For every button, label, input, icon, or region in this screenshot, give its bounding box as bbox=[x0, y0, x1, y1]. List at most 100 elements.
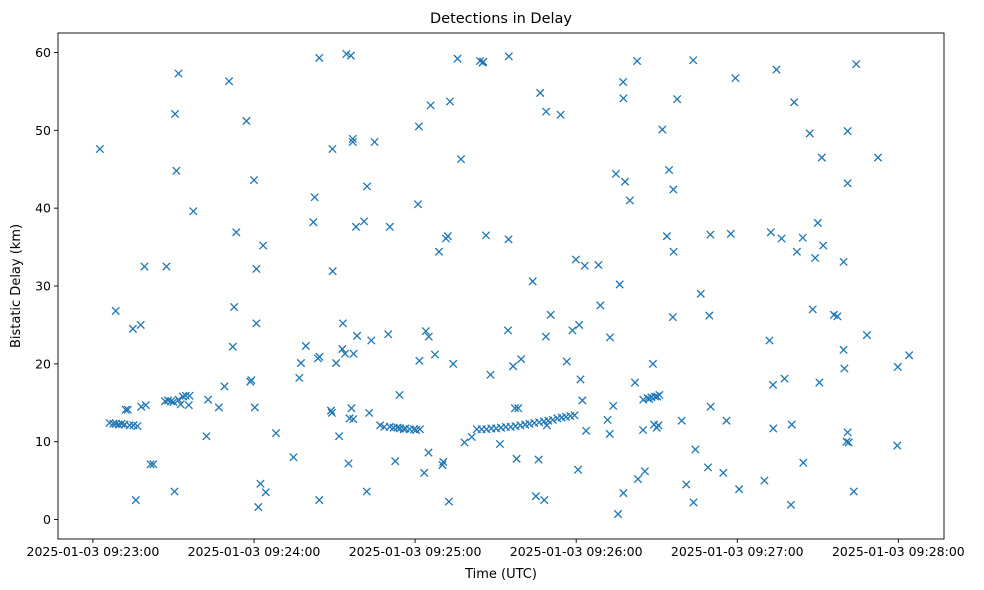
x-axis-ticks: 2025-01-03 09:23:00 2025-01-03 09:24:00 20… bbox=[27, 539, 965, 559]
data-point bbox=[338, 319, 348, 328]
data-point bbox=[581, 426, 591, 435]
data-point bbox=[271, 428, 281, 438]
data-point bbox=[141, 400, 150, 410]
data-point bbox=[421, 326, 430, 336]
data-point bbox=[625, 196, 635, 205]
data-point bbox=[772, 65, 781, 74]
data-point bbox=[327, 408, 337, 418]
data-point bbox=[839, 257, 848, 267]
data-point bbox=[456, 154, 466, 164]
data-point bbox=[391, 456, 400, 466]
data-point bbox=[252, 319, 261, 328]
data-point bbox=[813, 218, 822, 228]
y-tick-label: 60 bbox=[35, 45, 51, 60]
data-point bbox=[178, 392, 188, 401]
data-point bbox=[295, 373, 304, 383]
data-point bbox=[840, 364, 849, 373]
data-point bbox=[481, 231, 491, 240]
data-point bbox=[220, 382, 229, 391]
data-point bbox=[162, 262, 171, 271]
data-point bbox=[438, 460, 447, 470]
y-tick-label: 20 bbox=[35, 356, 51, 371]
data-point bbox=[726, 229, 735, 239]
data-point bbox=[662, 232, 672, 241]
data-point bbox=[367, 336, 376, 345]
data-point bbox=[799, 458, 808, 467]
data-point bbox=[111, 306, 120, 316]
y-axis-label: Bistatic Delay (km) bbox=[9, 224, 24, 348]
data-point bbox=[722, 416, 731, 425]
data-point bbox=[528, 277, 537, 286]
data-point bbox=[296, 358, 306, 368]
data-point bbox=[254, 502, 263, 512]
data-point bbox=[163, 396, 173, 405]
x-tick-label: 2025-01-03 09:24:00 bbox=[188, 544, 321, 559]
data-point bbox=[619, 488, 628, 498]
data-point bbox=[843, 428, 852, 437]
data-point bbox=[301, 341, 310, 351]
data-point bbox=[849, 487, 858, 496]
data-point bbox=[486, 370, 495, 379]
data-point bbox=[149, 460, 158, 469]
data-point bbox=[146, 460, 155, 469]
data-point bbox=[540, 495, 549, 505]
data-point bbox=[444, 497, 454, 506]
data-point bbox=[174, 69, 183, 78]
data-point bbox=[765, 336, 774, 345]
data-point bbox=[689, 498, 698, 507]
data-point bbox=[843, 179, 852, 188]
data-point bbox=[426, 101, 435, 110]
data-point bbox=[170, 109, 180, 119]
data-point bbox=[556, 110, 565, 119]
data-point bbox=[315, 352, 324, 361]
data-point bbox=[351, 222, 361, 231]
data-point bbox=[633, 474, 643, 484]
data-point bbox=[546, 310, 555, 319]
data-point bbox=[328, 267, 337, 276]
y-tick-label: 30 bbox=[35, 279, 51, 294]
data-point bbox=[229, 302, 239, 312]
data-point bbox=[817, 153, 826, 162]
data-point bbox=[893, 362, 902, 372]
data-point bbox=[654, 421, 663, 430]
data-point bbox=[413, 200, 423, 209]
data-point bbox=[449, 359, 458, 369]
data-point bbox=[719, 468, 728, 477]
data-point bbox=[252, 264, 261, 274]
data-point bbox=[344, 459, 353, 468]
data-point bbox=[439, 457, 448, 467]
data-point bbox=[347, 404, 356, 413]
data-point bbox=[189, 207, 198, 216]
data-point bbox=[349, 349, 358, 358]
data-point bbox=[768, 380, 778, 390]
data-point bbox=[904, 351, 914, 360]
data-point bbox=[664, 165, 674, 175]
data-point bbox=[786, 500, 796, 509]
data-point bbox=[706, 230, 715, 239]
data-point bbox=[605, 333, 615, 342]
data-point bbox=[844, 438, 853, 447]
data-point bbox=[445, 97, 455, 106]
data-point bbox=[504, 52, 513, 61]
data-point bbox=[777, 234, 786, 243]
data-point bbox=[568, 326, 577, 335]
data-point bbox=[331, 358, 341, 368]
data-point bbox=[619, 94, 628, 103]
data-point bbox=[706, 402, 715, 411]
data-point bbox=[562, 357, 571, 366]
data-point bbox=[315, 495, 324, 505]
y-axis-ticks: 0 10 20 30 40 50 60 bbox=[35, 45, 58, 527]
data-point bbox=[573, 465, 583, 474]
data-point bbox=[131, 495, 141, 505]
data-point bbox=[648, 359, 658, 369]
x-tick-label: 2025-01-03 09:26:00 bbox=[510, 544, 643, 559]
data-point bbox=[133, 421, 142, 431]
data-point bbox=[769, 424, 778, 433]
data-point bbox=[346, 51, 356, 60]
data-point bbox=[95, 144, 105, 154]
data-point bbox=[609, 401, 618, 411]
data-point bbox=[384, 330, 393, 339]
y-tick-label: 40 bbox=[35, 201, 51, 216]
data-point bbox=[453, 54, 462, 63]
data-point bbox=[393, 423, 402, 432]
